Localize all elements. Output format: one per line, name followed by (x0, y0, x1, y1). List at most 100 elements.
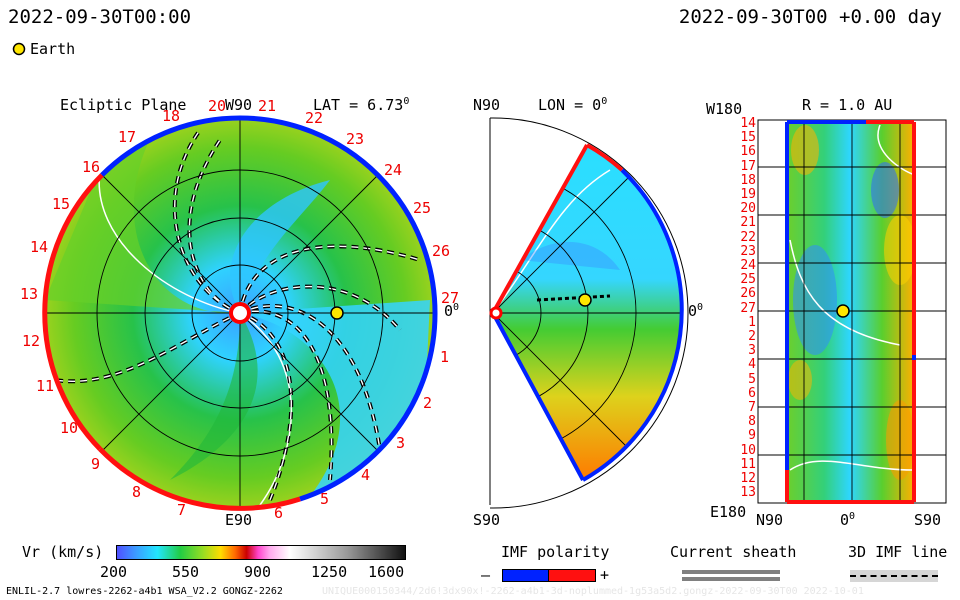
carrington-label: 4 (361, 466, 371, 484)
carrington-label: 26 (432, 242, 451, 260)
colorbar-tick: 550 (172, 563, 200, 581)
colorbar-tick: 1250 (311, 563, 348, 581)
current-sheath-label: Current sheath (670, 543, 797, 561)
lat-value: LAT = 6.73 (313, 96, 404, 114)
earth-marker-icon (836, 304, 850, 318)
carrington-label: 23 (346, 130, 365, 148)
synoptic-row-label: 3 (748, 343, 756, 359)
synoptic-row-label: 11 (740, 456, 756, 472)
synoptic-row-label: 20 (740, 201, 756, 217)
carrington-label: 21 (258, 97, 277, 115)
earth-marker-icon (12, 42, 26, 56)
lat-degree: 0 (403, 96, 410, 107)
ecliptic-right-label: 00 (444, 302, 459, 320)
synoptic-row-label: 12 (740, 471, 756, 487)
footer-run-id: UNIQUE000150344/2d6!3dx90x!-2262-a4b1-3d… (322, 586, 864, 597)
lon-value: LON = 0 (538, 96, 602, 114)
date-time-left: 2022-09-30T00:00 (8, 6, 192, 28)
synoptic-r-label: R = 1.0 AU (802, 96, 893, 114)
lon-degree: 0 (601, 96, 608, 107)
ecliptic-right-value: 0 (444, 302, 454, 320)
earth-legend-label: Earth (30, 40, 76, 58)
synoptic-row-label: 14 (740, 116, 756, 131)
synoptic-x-label: 00 (840, 511, 855, 529)
synoptic-row-label: 21 (740, 215, 756, 231)
ecliptic-plane-plot (42, 115, 438, 511)
carrington-label: 16 (82, 158, 101, 176)
synoptic-bottom-label: E180 (710, 503, 747, 521)
carrington-label: 7 (177, 501, 187, 519)
synoptic-row-label: 8 (748, 414, 756, 430)
earth-marker-icon (578, 293, 592, 307)
imf-plus-label: + (600, 566, 610, 584)
carrington-label: 1 (440, 348, 450, 366)
carrington-label: 11 (36, 377, 55, 395)
carrington-label: 14 (30, 238, 49, 256)
synoptic-x-label: S90 (914, 511, 942, 529)
meridional-right-label: 00 (688, 302, 703, 320)
meridional-right-degree: 0 (697, 302, 704, 313)
ecliptic-title: Ecliptic Plane (60, 96, 187, 114)
meridional-bottom-label: S90 (473, 511, 501, 529)
synoptic-row-labels: 14 15 16 17 18 19 20 21 22 23 24 25 26 2… (724, 116, 756, 501)
imf-3d-line-label: 3D IMF line (848, 543, 948, 561)
synoptic-row-label: 2 (748, 329, 756, 345)
synoptic-row-label: 26 (740, 286, 756, 302)
current-sheath-line (682, 577, 780, 581)
synoptic-row-label: 10 (740, 442, 756, 458)
carrington-label: 27 (441, 289, 460, 307)
synoptic-row-label: 15 (740, 130, 756, 146)
meridional-top-label: N90 (473, 96, 501, 114)
colorbar-label: Vr (km/s) (22, 543, 104, 561)
synoptic-row-label: 27 (740, 300, 756, 316)
date-time-right: 2022-09-30T00 +0.00 day (678, 6, 942, 28)
imf-positive-swatch (548, 569, 596, 582)
synoptic-row-label: 5 (748, 371, 756, 387)
colorbar-tick: 1600 (368, 563, 405, 581)
carrington-label: 10 (60, 419, 79, 437)
carrington-label: 18 (162, 107, 181, 125)
carrington-label: 9 (91, 455, 101, 473)
synoptic-row-label: 19 (740, 187, 756, 203)
carrington-label: 3 (396, 434, 406, 452)
synoptic-map-plot (757, 119, 947, 504)
synoptic-row-label: 17 (740, 158, 756, 174)
synoptic-row-label: 16 (740, 144, 756, 160)
carrington-label: 25 (413, 199, 432, 217)
synoptic-x-value: 0 (840, 511, 850, 529)
ecliptic-top-label: W90 (225, 96, 253, 114)
carrington-label: 2 (423, 394, 433, 412)
carrington-label: 20 (208, 97, 227, 115)
meridional-right-value: 0 (688, 302, 698, 320)
footer-run-info: ENLIL-2.7 lowres-2262-a4b1 WSA_V2.2 GONG… (6, 586, 283, 597)
colorbar-tick: 900 (244, 563, 272, 581)
earth-marker-icon (330, 306, 344, 320)
carrington-label: 22 (305, 109, 324, 127)
current-sheath-line (682, 570, 780, 574)
synoptic-row-label: 13 (740, 485, 756, 501)
synoptic-top-label: W180 (706, 100, 743, 118)
synoptic-row-label: 6 (748, 385, 756, 401)
synoptic-row-label: 18 (740, 172, 756, 188)
synoptic-x-label: N90 (756, 511, 784, 529)
carrington-label: 5 (320, 490, 330, 508)
ecliptic-lat-label: LAT = 6.730 (313, 96, 409, 114)
imf-negative-swatch (502, 569, 550, 582)
imf-3d-line-swatch (850, 570, 938, 582)
synoptic-row-label: 1 (748, 314, 756, 330)
imf-3d-dash (850, 575, 938, 577)
synoptic-row-label: 25 (740, 272, 756, 288)
carrington-label: 13 (20, 285, 39, 303)
imf-minus-label: – (481, 566, 491, 584)
synoptic-x-degree: 0 (849, 511, 856, 522)
carrington-label: 12 (22, 332, 41, 350)
sun-icon (229, 302, 251, 324)
ecliptic-right-degree: 0 (453, 302, 460, 313)
ecliptic-bottom-label: E90 (225, 511, 253, 529)
velocity-colorbar (116, 545, 406, 560)
synoptic-row-label: 23 (740, 243, 756, 259)
synoptic-row-label: 22 (740, 229, 756, 245)
meridional-lon-label: LON = 00 (538, 96, 607, 114)
synoptic-row-label: 4 (748, 357, 756, 373)
